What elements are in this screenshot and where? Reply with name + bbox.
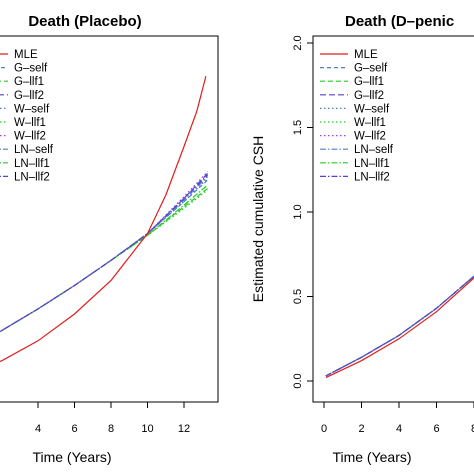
plot-frame-d-penicillamine: [312, 35, 474, 403]
legend-label-ln-llf2: LN–llf2: [14, 171, 50, 183]
x-tick-label-placebo: 6: [71, 423, 77, 435]
series-line-ln-llf2: [325, 275, 474, 377]
y-tick-label-d-penicillamine: 2.0: [292, 35, 304, 50]
legend-label-g-llf1: G–llf1: [14, 76, 44, 88]
legend-label-w-llf1: W–llf1: [14, 117, 46, 129]
x-tick-label-placebo: 4: [35, 423, 41, 435]
legend-label-w-self: W–self: [14, 103, 50, 115]
x-tick-label-d-penicillamine: 6: [433, 423, 439, 435]
series-line-mle: [325, 277, 474, 379]
y-tick-label-d-penicillamine: 0.5: [292, 289, 304, 304]
legend-label-ln-llf1: LN–llf1: [354, 158, 390, 170]
x-axis-label-placebo: Time (Years): [32, 449, 111, 465]
legend-label-mle: MLE: [14, 49, 38, 61]
chart-title-placebo: Death (Placebo): [28, 13, 141, 30]
x-axis-label-d-penicillamine: Time (Years): [332, 449, 411, 465]
series-line-mle: [0, 75, 207, 363]
series-line-w-llf2: [0, 171, 209, 333]
y-axis-label-d-penicillamine: Estimated cumulative CSH: [250, 136, 266, 303]
panel-d-penicillamine: Death (D–penic 0.0 0.5 1.0 1.5 2.0 0 2 4 6 8 MLE…: [250, 13, 474, 465]
x-tick-label-d-penicillamine: 2: [358, 423, 364, 435]
legend-label-g-self: G–self: [354, 63, 388, 75]
y-tick-label-d-penicillamine: 1.5: [292, 120, 304, 135]
legend-label-ln-self: LN–self: [14, 144, 54, 156]
y-axis-d-penicillamine: 0.0 0.5 1.0 1.5 2.0: [292, 35, 313, 389]
series-group-d-penicillamine: [325, 275, 474, 379]
legend-label-ln-self: LN–self: [354, 144, 394, 156]
x-tick-label-placebo: 12: [178, 423, 190, 435]
legend-label-g-llf2: G–llf2: [14, 90, 44, 102]
x-axis-d-penicillamine: 0 2 4 6 8: [321, 402, 474, 435]
plot-frame-placebo: [0, 35, 219, 403]
legend-label-w-llf1: W–llf1: [354, 117, 386, 129]
x-tick-label-d-penicillamine: 0: [321, 423, 327, 435]
legend-label-ln-llf2: LN–llf2: [354, 171, 390, 183]
y-tick-label-d-penicillamine: 1.0: [292, 204, 304, 219]
series-line-ln-llf2: [0, 174, 209, 333]
x-tick-label-placebo: 10: [141, 423, 153, 435]
legend-label-w-self: W–self: [354, 103, 390, 115]
series-group-placebo: [0, 75, 209, 363]
legend-placebo: MLEG–selfG–llf1G–llf2W–selfW–llf1W–llf2L…: [0, 49, 54, 183]
legend-label-w-llf2: W–llf2: [354, 131, 386, 143]
legend-d-penicillamine: MLEG–selfG–llf1G–llf2W–selfW–llf1W–llf2L…: [320, 49, 394, 183]
legend-label-g-self: G–self: [14, 63, 48, 75]
chart-title-d-penicillamine: Death (D–penic: [345, 13, 454, 30]
legend-label-ln-llf1: LN–llf1: [14, 158, 50, 170]
x-tick-label-d-penicillamine: 4: [396, 423, 402, 435]
legend-label-g-llf2: G–llf2: [354, 90, 384, 102]
legend-label-mle: MLE: [354, 49, 378, 61]
legend-label-w-llf2: W–llf2: [14, 131, 46, 143]
x-tick-label-placebo: 8: [108, 423, 114, 435]
x-axis-placebo: 4 6 8 10 12: [35, 402, 190, 435]
x-tick-label-d-penicillamine: 8: [471, 423, 474, 435]
legend-label-g-llf1: G–llf1: [354, 76, 384, 88]
series-line-w-llf2: [325, 275, 474, 377]
y-tick-label-d-penicillamine: 0.0: [292, 373, 304, 388]
